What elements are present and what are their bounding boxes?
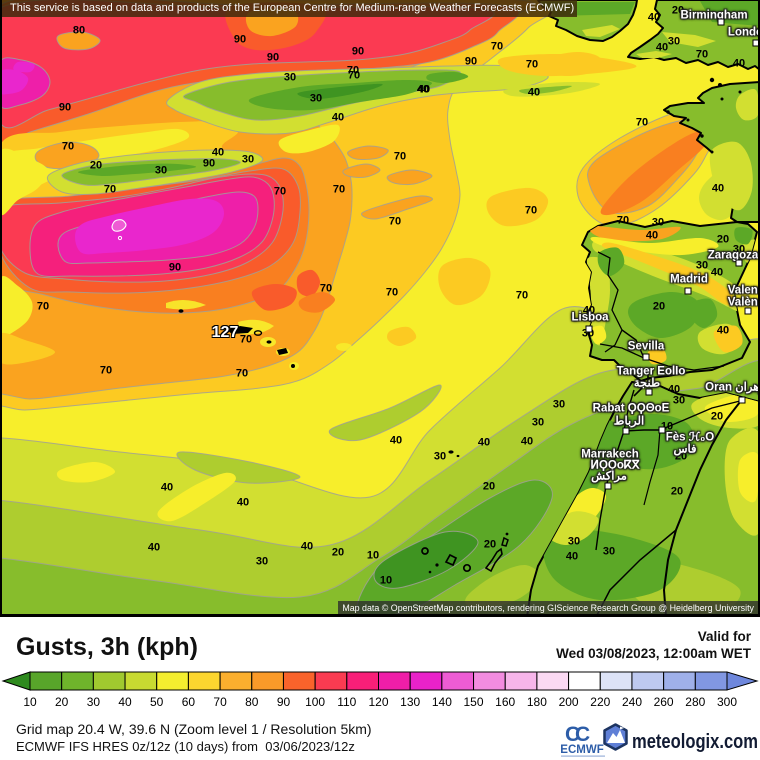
svg-text:ECMWF: ECMWF xyxy=(560,744,603,756)
svg-text:C: C xyxy=(575,723,590,746)
svg-text:meteologix.com: meteologix.com xyxy=(632,731,758,753)
svg-text:C: C xyxy=(565,723,580,746)
